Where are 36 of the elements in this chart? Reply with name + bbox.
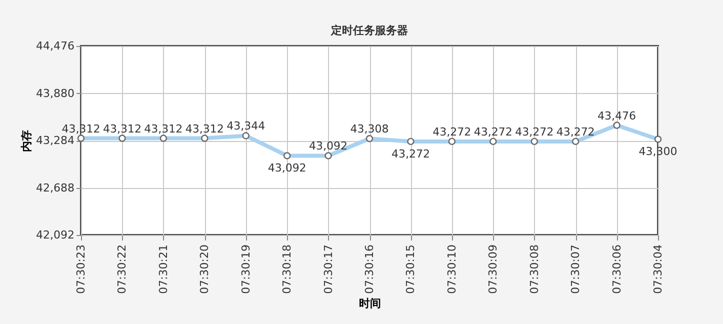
y-tick-label: 42,092 (36, 228, 74, 242)
data-label: 43,272 (391, 147, 430, 160)
x-tick-label: 07:30:04 (652, 244, 664, 294)
x-tick-label: 07:30:17 (322, 244, 335, 294)
x-tick-label: 07:30:09 (486, 244, 500, 294)
data-label: 43,092 (268, 162, 306, 175)
data-label: 43,476 (598, 109, 636, 122)
data-label: 43,272 (515, 125, 554, 138)
data-label: 43,092 (309, 140, 348, 153)
x-tick-label: 07:30:23 (74, 244, 88, 294)
y-tick-label: 44,476 (36, 40, 74, 52)
x-tick-label: 07:30:16 (363, 244, 376, 294)
x-tick-label: 07:30:08 (528, 244, 541, 294)
x-tick-label: 07:30:22 (116, 244, 129, 294)
x-tick-label: 07:30:18 (280, 244, 294, 294)
chart-title: 定时任务服务器 (330, 24, 408, 37)
x-tick-label: 07:30:21 (156, 244, 170, 294)
x-tick-label: 07:30:07 (569, 244, 582, 294)
data-label: 43,308 (350, 122, 389, 136)
data-label: 43,272 (474, 125, 512, 138)
x-axis-title: 时间 (359, 296, 381, 310)
data-label: 43,344 (226, 120, 266, 133)
data-label: 43,312 (102, 122, 142, 136)
y-tick-label: 43,284 (36, 134, 74, 147)
data-label: 43,272 (556, 125, 595, 138)
data-label: 43,312 (144, 122, 183, 136)
x-tick-label: 07:30:10 (445, 244, 458, 294)
x-tick-label: 07:30:19 (239, 244, 252, 294)
x-tick-label: 07:30:15 (404, 244, 418, 294)
y-tick-label: 42,688 (36, 181, 74, 194)
data-label: 43,272 (432, 125, 472, 138)
y-axis-title: 内存 (20, 130, 34, 152)
x-tick-label: 07:30:06 (610, 244, 624, 294)
y-tick-label: 43,880 (36, 86, 74, 100)
x-tick-label: 07:30:20 (198, 244, 212, 294)
data-label: 43,312 (185, 122, 224, 136)
